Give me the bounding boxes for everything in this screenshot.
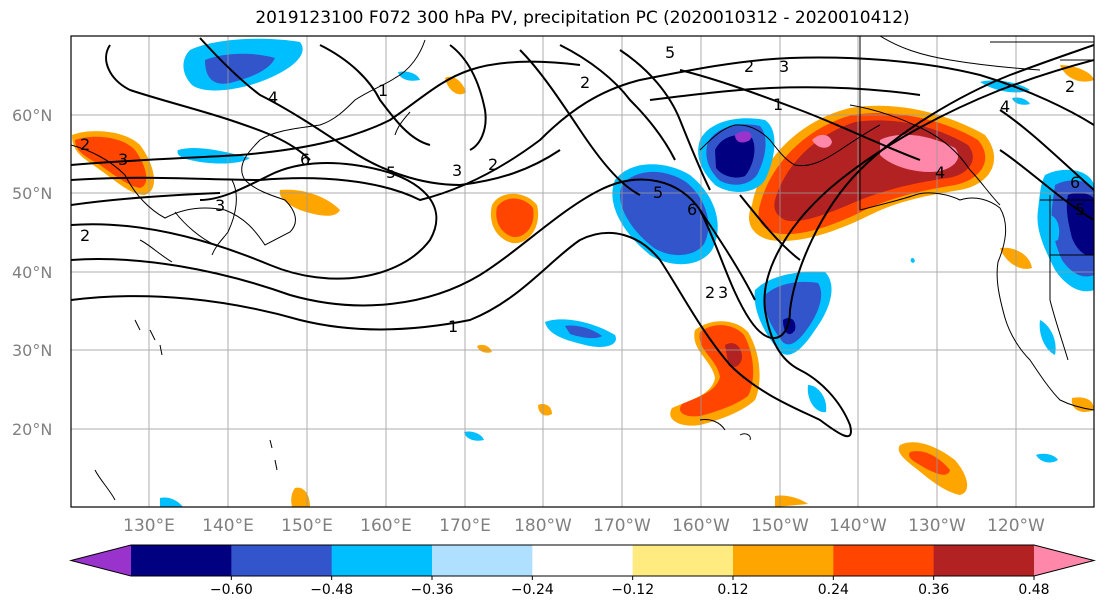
contour-label-2c: 2 — [744, 57, 754, 76]
lat-label-30n: 30°N — [12, 341, 52, 360]
contour-label-3d: 3 — [215, 196, 225, 215]
lon-label-130e: 130°E — [123, 516, 175, 536]
contour-label-4b: 4 — [1000, 97, 1010, 116]
contour-label-2e: 2 — [80, 226, 90, 245]
colorbar-outline — [69, 544, 1096, 577]
longitude-labels: 130°E 140°E 150°E 160°E 170°E 180°W 170°… — [123, 516, 1045, 536]
colorbar-extend-high — [1034, 545, 1094, 576]
contour-labels: 1 2 3 4 5 6 2 3 2 3 6 5 1 3 4 4 1 3 2 2 … — [80, 43, 1085, 336]
colorbar: −0.60 −0.48 −0.36 −0.24 −0.12 0.12 0.24 0.36 0.4… — [69, 544, 1096, 598]
colorbar-segment — [833, 545, 935, 576]
lat-label-40n: 40°N — [12, 263, 52, 282]
colorbar-segment — [933, 545, 1035, 576]
colorbar-tick-label: 0.12 — [717, 582, 748, 598]
contour-label-2f: 2 — [1065, 77, 1075, 96]
contour-label-5: 5 — [386, 163, 396, 182]
lon-label-150e: 150°E — [281, 516, 333, 536]
contour-label-5c: 5 — [1075, 200, 1085, 219]
lon-label-140e: 140°E — [202, 516, 254, 536]
contour-label-6c: 6 — [1070, 173, 1080, 192]
colorbar-extend-low — [71, 545, 131, 576]
lon-label-170w: 170°W — [593, 516, 651, 536]
contour-label-3b: 3 — [718, 283, 728, 302]
colorbar-segment — [331, 545, 433, 576]
lon-label-180w: 180°W — [514, 516, 572, 536]
lat-label-20n: 20°N — [12, 420, 52, 439]
colorbar-tick-label: −0.24 — [511, 582, 554, 598]
contour-label-2g: 2 — [580, 73, 590, 92]
colorbar-tick-label: −0.60 — [210, 582, 253, 598]
contour-label-1b: 1 — [378, 81, 388, 100]
contour-label-3e: 3 — [118, 150, 128, 169]
contour-label-6b: 6 — [687, 200, 697, 219]
contour-label-2d: 2 — [80, 135, 90, 154]
contour-label-3: 3 — [452, 161, 462, 180]
map-title: 2019123100 F072 300 hPa PV, precipitatio… — [255, 8, 910, 28]
colorbar-segment — [632, 545, 734, 576]
lon-label-160w: 160°W — [672, 516, 730, 536]
colorbar-tick-label: −0.36 — [411, 582, 454, 598]
lat-label-50n: 50°N — [12, 184, 52, 203]
colorbar-segment — [231, 545, 333, 576]
contour-label-4c: 4 — [935, 163, 945, 182]
colorbar-tick-label: 0.36 — [918, 582, 949, 598]
lon-label-150w: 150°W — [751, 516, 809, 536]
graticule — [71, 36, 1094, 507]
contour-label-6: 6 — [300, 150, 310, 169]
contour-label-2b: 2 — [705, 283, 715, 302]
colorbar-segment — [733, 545, 834, 576]
colorbar-segment — [131, 545, 232, 576]
contour-label-1: 1 — [448, 317, 458, 336]
lon-label-160e: 160°E — [360, 516, 412, 536]
lon-label-140w: 140°W — [829, 516, 887, 536]
colorbar-tick-label: −0.48 — [310, 582, 353, 598]
colorbar-tick-label: 0.24 — [818, 582, 849, 598]
lon-label-130w: 130°W — [908, 516, 966, 536]
lat-label-60n: 60°N — [12, 106, 52, 125]
contour-label-4: 4 — [268, 88, 278, 107]
colorbar-segment — [532, 545, 634, 576]
positive-anomaly-japan — [279, 189, 340, 216]
contour-label-3c: 3 — [779, 57, 789, 76]
contour-label-5d: 5 — [665, 43, 675, 62]
colorbar-tick-label: −0.12 — [611, 582, 654, 598]
contour-label-2: 2 — [488, 155, 498, 174]
latitude-labels: 60°N 50°N 40°N 30°N 20°N — [12, 106, 52, 439]
map-frame — [70, 35, 1095, 508]
colorbar-tick-label: 0.48 — [1018, 582, 1049, 598]
contour-label-5b: 5 — [653, 183, 663, 202]
lon-label-120w: 120°W — [987, 516, 1045, 536]
colorbar-segment — [432, 545, 533, 576]
coastlines — [71, 36, 1094, 501]
pv-contours — [71, 37, 1094, 438]
lon-label-170e: 170°E — [439, 516, 491, 536]
contour-label-1c: 1 — [773, 95, 783, 114]
